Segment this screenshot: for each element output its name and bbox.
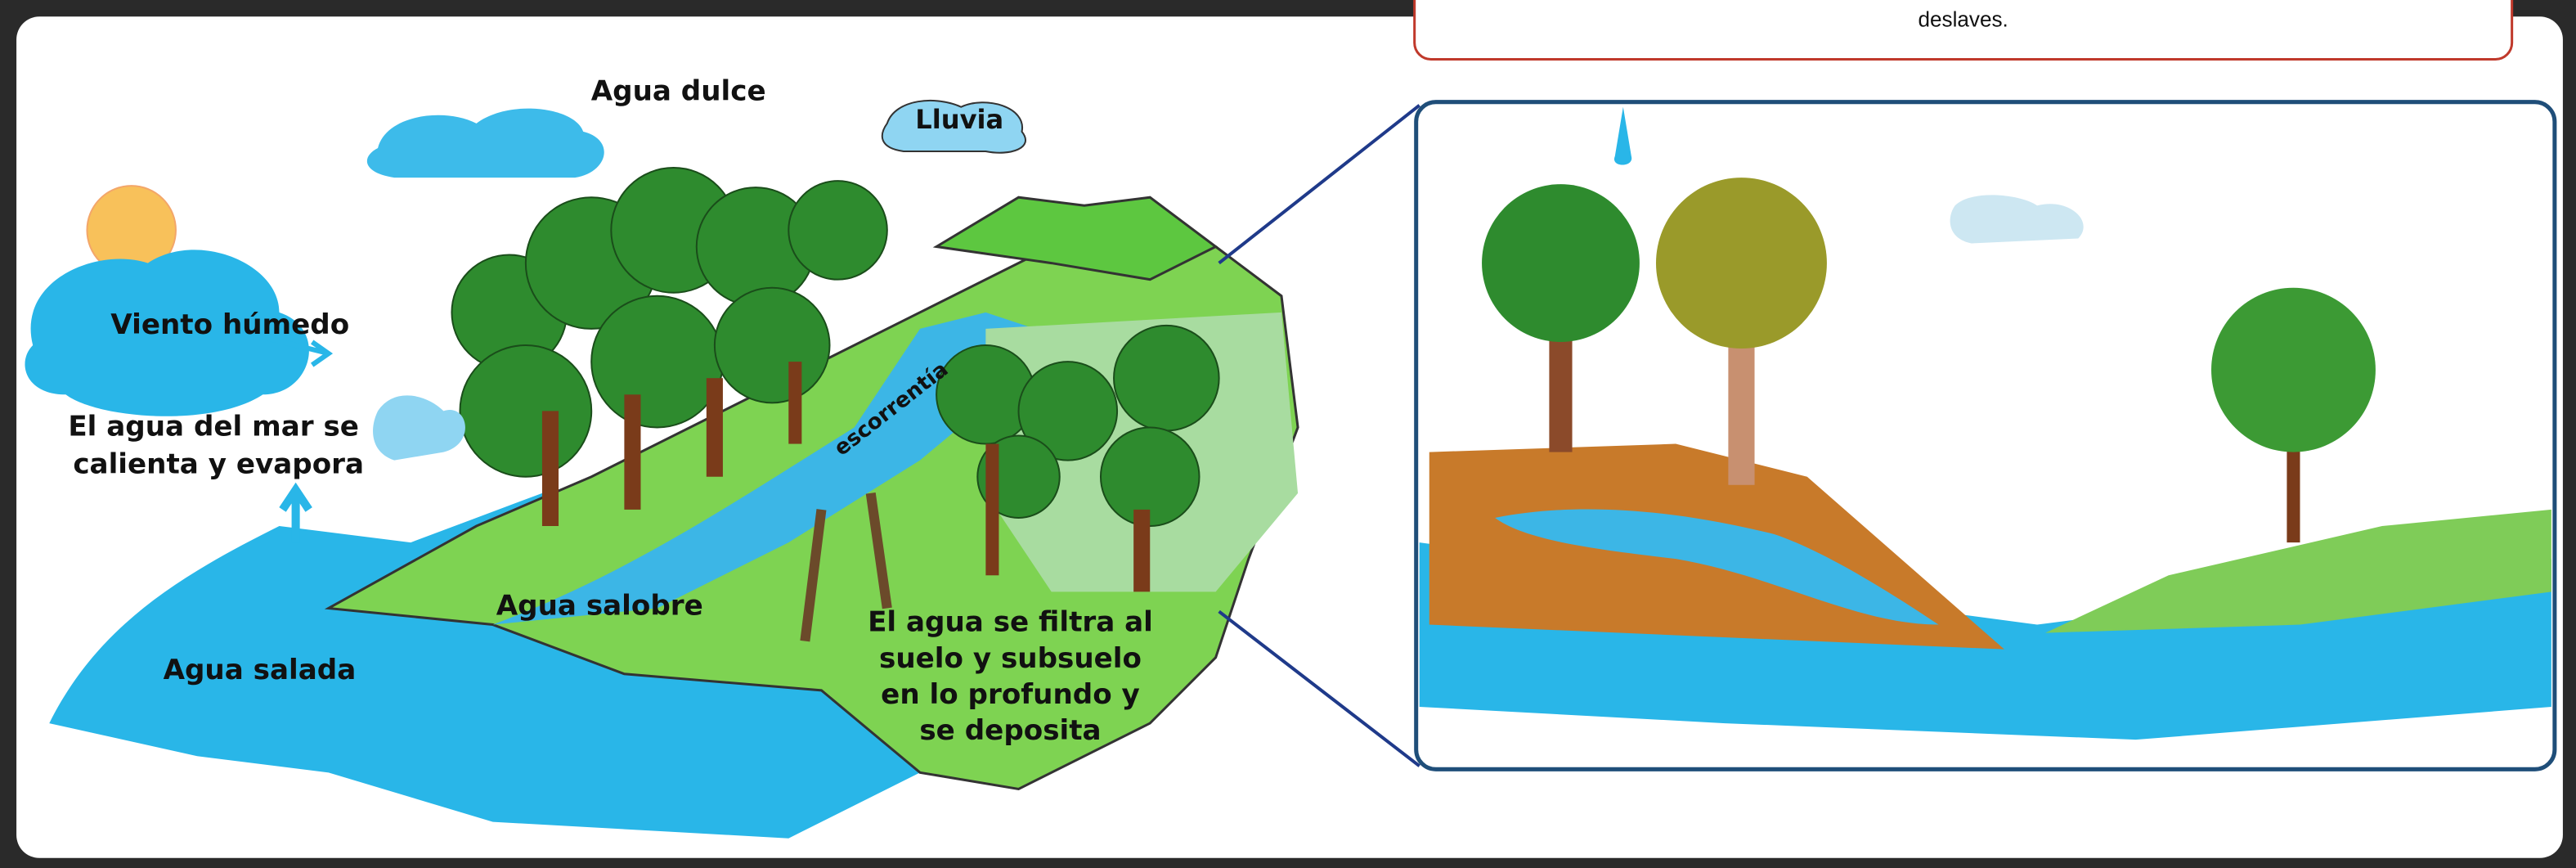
groundwater xyxy=(1495,509,1939,625)
cloud-rain xyxy=(881,99,1027,154)
label-evaporation-1: El agua del mar se xyxy=(68,411,359,443)
label-fresh-water: Agua dulce xyxy=(591,75,766,108)
cloud-wind xyxy=(25,250,309,416)
mountain xyxy=(932,196,1218,281)
palm-trunks xyxy=(800,492,892,642)
cloud-small xyxy=(373,395,465,461)
label-rain: Lluvia xyxy=(915,104,1003,135)
label-evaporation-2: calienta y evapora xyxy=(73,448,364,481)
label-infiltration-4: se deposita xyxy=(919,714,1101,747)
label-salt: Agua salada xyxy=(164,654,357,686)
river xyxy=(492,312,1035,625)
wind-arrow xyxy=(262,335,334,367)
label-infiltration-1: El agua se filtra al xyxy=(868,606,1153,639)
popup-text: deslaves. xyxy=(1919,7,2008,31)
label-infiltration-3: en lo profundo y xyxy=(881,678,1140,711)
cloud-fresh xyxy=(366,108,604,178)
label-brackish: Agua salobre xyxy=(496,589,703,622)
illustration xyxy=(25,99,1299,839)
label-infiltration-2: suelo y subsuelo xyxy=(879,642,1142,675)
evaporation-arrow xyxy=(279,482,312,543)
label-wind: Viento húmedo xyxy=(110,308,349,341)
zoom-lines xyxy=(1218,104,1420,767)
bank xyxy=(2045,509,2551,633)
info-popup xyxy=(1413,0,2514,61)
detail-panel xyxy=(1414,100,2557,771)
